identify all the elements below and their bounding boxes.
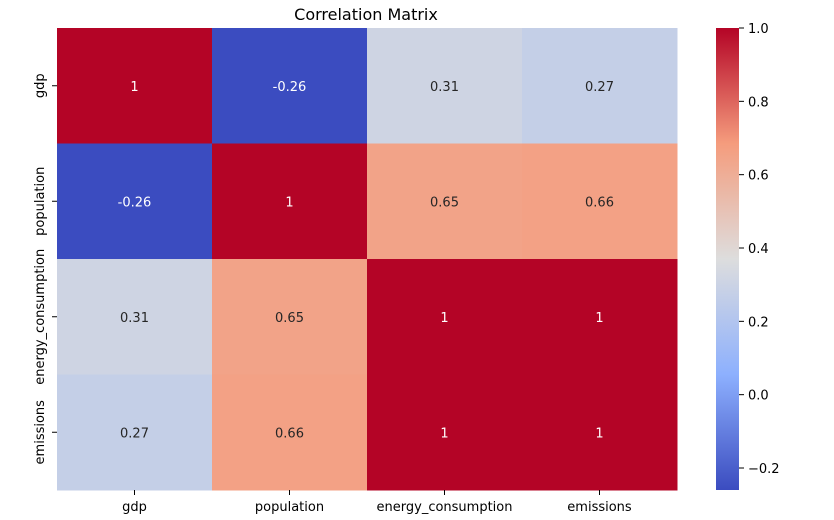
y-tick-label: emissions: [33, 400, 48, 465]
cell-annotation: 1: [130, 80, 138, 95]
cell-annotation: -0.26: [118, 195, 152, 210]
y-tick-label: energy_consumption: [33, 249, 48, 385]
cell-annotation: 0.27: [585, 80, 614, 95]
x-tick-label: energy_consumption: [377, 500, 513, 515]
heatmap-cell: [57, 143, 213, 260]
colorbar-tick-label: 0.4: [748, 242, 769, 257]
colorbar-tick-label: −0.2: [748, 462, 780, 477]
heatmap-cell: [57, 374, 213, 491]
heatmap-cell: [522, 143, 678, 260]
cell-annotation: 0.65: [430, 195, 459, 210]
cell-annotation: 1: [595, 426, 603, 441]
x-tick-label: emissions: [567, 500, 632, 515]
cell-annotation: 1: [285, 195, 293, 210]
y-tick-label: population: [33, 167, 48, 236]
heatmap-cell: [522, 28, 678, 144]
heatmap-cell: [367, 143, 523, 260]
colorbar-tick-label: 0.0: [748, 389, 769, 404]
colorbar: −0.2 0.0 0.2 0.4 0.6 0.8 1.0: [716, 22, 780, 490]
colorbar-tick-label: 0.2: [748, 315, 769, 330]
cell-annotation: 1: [440, 426, 448, 441]
cell-annotation: 0.31: [430, 80, 459, 95]
colorbar-gradient: [716, 28, 739, 490]
cell-annotation: 0.66: [585, 195, 614, 210]
heatmap-cell: [212, 143, 368, 260]
heatmap-cell: [212, 28, 368, 144]
heatmap-cell: [522, 259, 678, 375]
cell-annotation: 0.27: [120, 426, 149, 441]
cell-annotation: 1: [595, 311, 603, 326]
heatmap-cell: [367, 374, 523, 491]
colorbar-tick-label: 0.8: [748, 95, 769, 110]
heatmap-cell: [212, 374, 368, 491]
cell-annotation: -0.26: [273, 80, 307, 95]
colorbar-tick-label: 1.0: [748, 22, 769, 37]
y-axis: gdp population energy_consumption emissions: [33, 73, 57, 464]
colorbar-tick-label: 0.6: [748, 169, 769, 184]
x-tick-label: gdp: [122, 500, 147, 515]
cell-annotation: 1: [440, 311, 448, 326]
x-axis: gdp population energy_consumption emissions: [122, 490, 632, 515]
heatmap-cell: [212, 259, 368, 375]
chart-title: Correlation Matrix: [294, 5, 438, 24]
heatmap-cell: [367, 259, 523, 375]
cell-annotation: 0.66: [275, 426, 304, 441]
heatmap-cell: [57, 259, 213, 375]
heatmap-cell: [367, 28, 523, 144]
x-tick-label: population: [255, 500, 324, 515]
heatmap-cell: [57, 28, 213, 144]
y-tick-label: gdp: [33, 73, 48, 98]
heatmap-cells: 1 -0.26 0.31 0.27 -0.26 1 0.65 0.66 0.31 0.65 1 1 0.…: [57, 28, 678, 491]
cell-annotation: 0.31: [120, 311, 149, 326]
heatmap-cell: [522, 374, 678, 491]
cell-annotation: 0.65: [275, 311, 304, 326]
